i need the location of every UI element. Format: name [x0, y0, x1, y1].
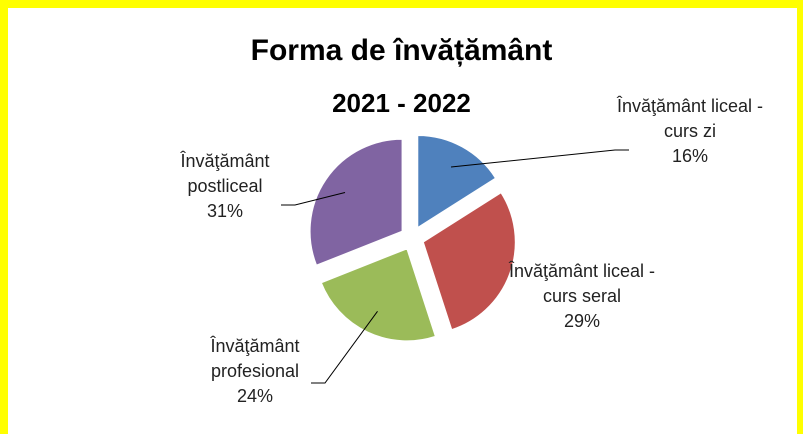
pie-slice: [320, 248, 436, 342]
leader-line: [450, 149, 629, 168]
value-label: 24%: [236, 386, 274, 406]
slice-label: Învăţământ liceal - curs zi: [616, 96, 764, 141]
leader-line: [311, 310, 378, 384]
value-label: 16%: [671, 146, 709, 166]
pie-slice: [417, 134, 497, 229]
pie-slice: [422, 192, 516, 331]
chart-title: Forma de învățământ: [250, 34, 553, 67]
pie-slice: [309, 138, 403, 266]
chart-subtitle: 2021 - 2022: [332, 88, 471, 118]
slice-label: Învăţământ profesional: [210, 336, 300, 381]
value-label: 29%: [563, 311, 601, 331]
slice-label: Învăţământ liceal - curs seral: [508, 261, 656, 306]
leader-line: [281, 191, 346, 206]
value-label: 31%: [206, 201, 244, 221]
slice-label: Învăţământ postliceal: [180, 151, 270, 196]
